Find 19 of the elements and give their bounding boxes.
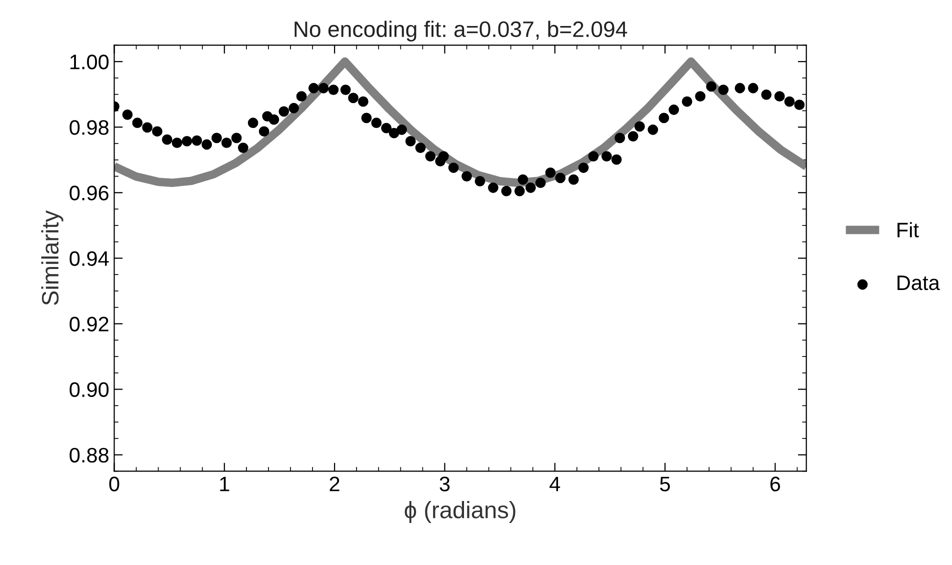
y-tick-label: 1.00 [70,54,109,70]
x-tick-label: 6 [770,476,780,492]
x-tick-label: 3 [440,476,450,492]
y-tick-label: 0.92 [70,316,108,332]
x-tick-label: 1 [220,476,230,492]
y-tick-label: 0.96 [70,186,108,200]
y-tick-label: 0.98 [70,120,108,135]
y-tick-label: 0.94 [70,251,109,266]
legend-label: Data [898,276,940,290]
y-tick-label: 0.90 [70,382,109,398]
x-tick-label: 4 [550,476,560,492]
x-tick-label: 2 [330,476,340,492]
x-tick-label: 0 [109,476,120,492]
y-axis-title: Similarity [41,210,64,306]
x-tick-label: 5 [660,476,670,492]
legend-label: Fit [898,222,919,238]
chart-title: No encoding fit: a=0.037, b=2.094 [294,20,628,42]
x-axis-title: ϕ (radians) [404,501,516,524]
y-tick-label: 0.88 [70,448,108,463]
